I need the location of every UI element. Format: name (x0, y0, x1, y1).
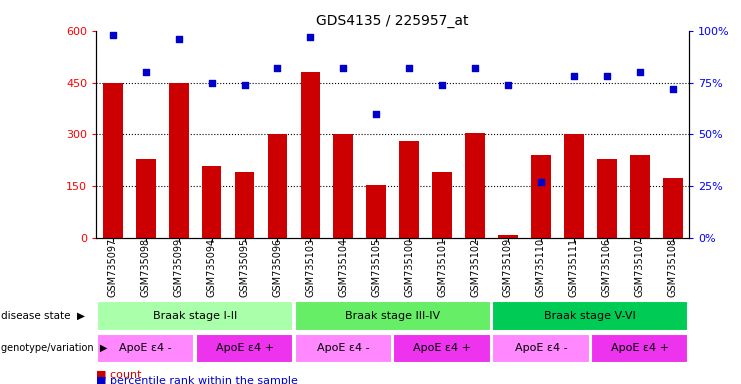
Text: GSM735107: GSM735107 (635, 238, 645, 297)
Point (601, 73, 613, 79)
Text: GSM735099: GSM735099 (173, 238, 184, 297)
Bar (295, 334, 392, 363)
Text: Braak stage I-II: Braak stage I-II (153, 311, 237, 321)
Text: GSM735104: GSM735104 (339, 238, 348, 297)
Text: ApoE ε4 -: ApoE ε4 - (119, 343, 172, 354)
Point (667, 86, 679, 92)
Point (239, 81, 250, 88)
Text: GSM735111: GSM735111 (569, 238, 579, 297)
Text: GSM735110: GSM735110 (536, 238, 546, 297)
Text: GSM735103: GSM735103 (305, 238, 316, 297)
Point (502, 81, 514, 88)
Bar (268, 134, 288, 238)
Text: ■ count: ■ count (96, 369, 142, 379)
Text: GSM735096: GSM735096 (273, 238, 282, 297)
Bar (97, 301, 293, 331)
Point (568, 73, 579, 79)
Bar (196, 334, 293, 363)
Bar (366, 184, 386, 238)
Bar (465, 132, 485, 238)
Point (305, 34, 316, 40)
Text: ApoE ε4 +: ApoE ε4 + (216, 343, 273, 354)
Bar (169, 83, 188, 238)
Point (107, 32, 119, 38)
Text: GSM735095: GSM735095 (239, 238, 250, 297)
Bar (103, 83, 123, 238)
Title: GDS4135 / 225957_at: GDS4135 / 225957_at (316, 14, 469, 28)
Bar (564, 134, 584, 238)
Text: GSM735098: GSM735098 (141, 238, 150, 297)
Point (271, 65, 283, 71)
Bar (202, 166, 222, 238)
Point (337, 65, 349, 71)
Point (436, 81, 448, 88)
Text: GSM735100: GSM735100 (404, 238, 414, 297)
Bar (492, 334, 590, 363)
Text: Braak stage III-IV: Braak stage III-IV (345, 311, 440, 321)
Bar (399, 141, 419, 238)
Bar (492, 301, 688, 331)
Text: Braak stage V-VI: Braak stage V-VI (545, 311, 637, 321)
Text: ApoE ε4 +: ApoE ε4 + (611, 343, 668, 354)
Bar (136, 159, 156, 238)
Point (535, 179, 547, 185)
Bar (393, 334, 491, 363)
Bar (591, 334, 688, 363)
Text: ApoE ε4 -: ApoE ε4 - (317, 343, 370, 354)
Point (140, 69, 152, 75)
Bar (432, 172, 452, 238)
Text: GSM735106: GSM735106 (602, 238, 612, 297)
Bar (531, 155, 551, 238)
Point (370, 111, 382, 117)
Bar (662, 177, 682, 238)
Text: ApoE ε4 -: ApoE ε4 - (514, 343, 568, 354)
Point (469, 65, 481, 71)
Text: GSM735105: GSM735105 (371, 238, 382, 297)
Bar (295, 301, 491, 331)
Text: GSM735094: GSM735094 (207, 238, 216, 297)
Text: genotype/variation  ▶: genotype/variation ▶ (1, 343, 107, 354)
Point (403, 65, 415, 71)
Bar (597, 159, 617, 238)
Bar (498, 235, 518, 238)
Bar (235, 172, 254, 238)
Bar (333, 134, 353, 238)
Text: GSM735108: GSM735108 (668, 238, 678, 297)
Text: GSM735102: GSM735102 (470, 238, 480, 297)
Point (634, 69, 645, 75)
Text: GSM735109: GSM735109 (503, 238, 513, 297)
Text: GSM735097: GSM735097 (107, 238, 118, 297)
Point (206, 79, 218, 86)
Bar (630, 155, 650, 238)
Text: GSM735101: GSM735101 (437, 238, 447, 297)
Text: ApoE ε4 +: ApoE ε4 + (413, 343, 471, 354)
Text: disease state  ▶: disease state ▶ (1, 311, 84, 321)
Bar (301, 72, 320, 238)
Bar (97, 334, 194, 363)
Point (173, 36, 185, 42)
Text: ■ percentile rank within the sample: ■ percentile rank within the sample (96, 376, 298, 384)
